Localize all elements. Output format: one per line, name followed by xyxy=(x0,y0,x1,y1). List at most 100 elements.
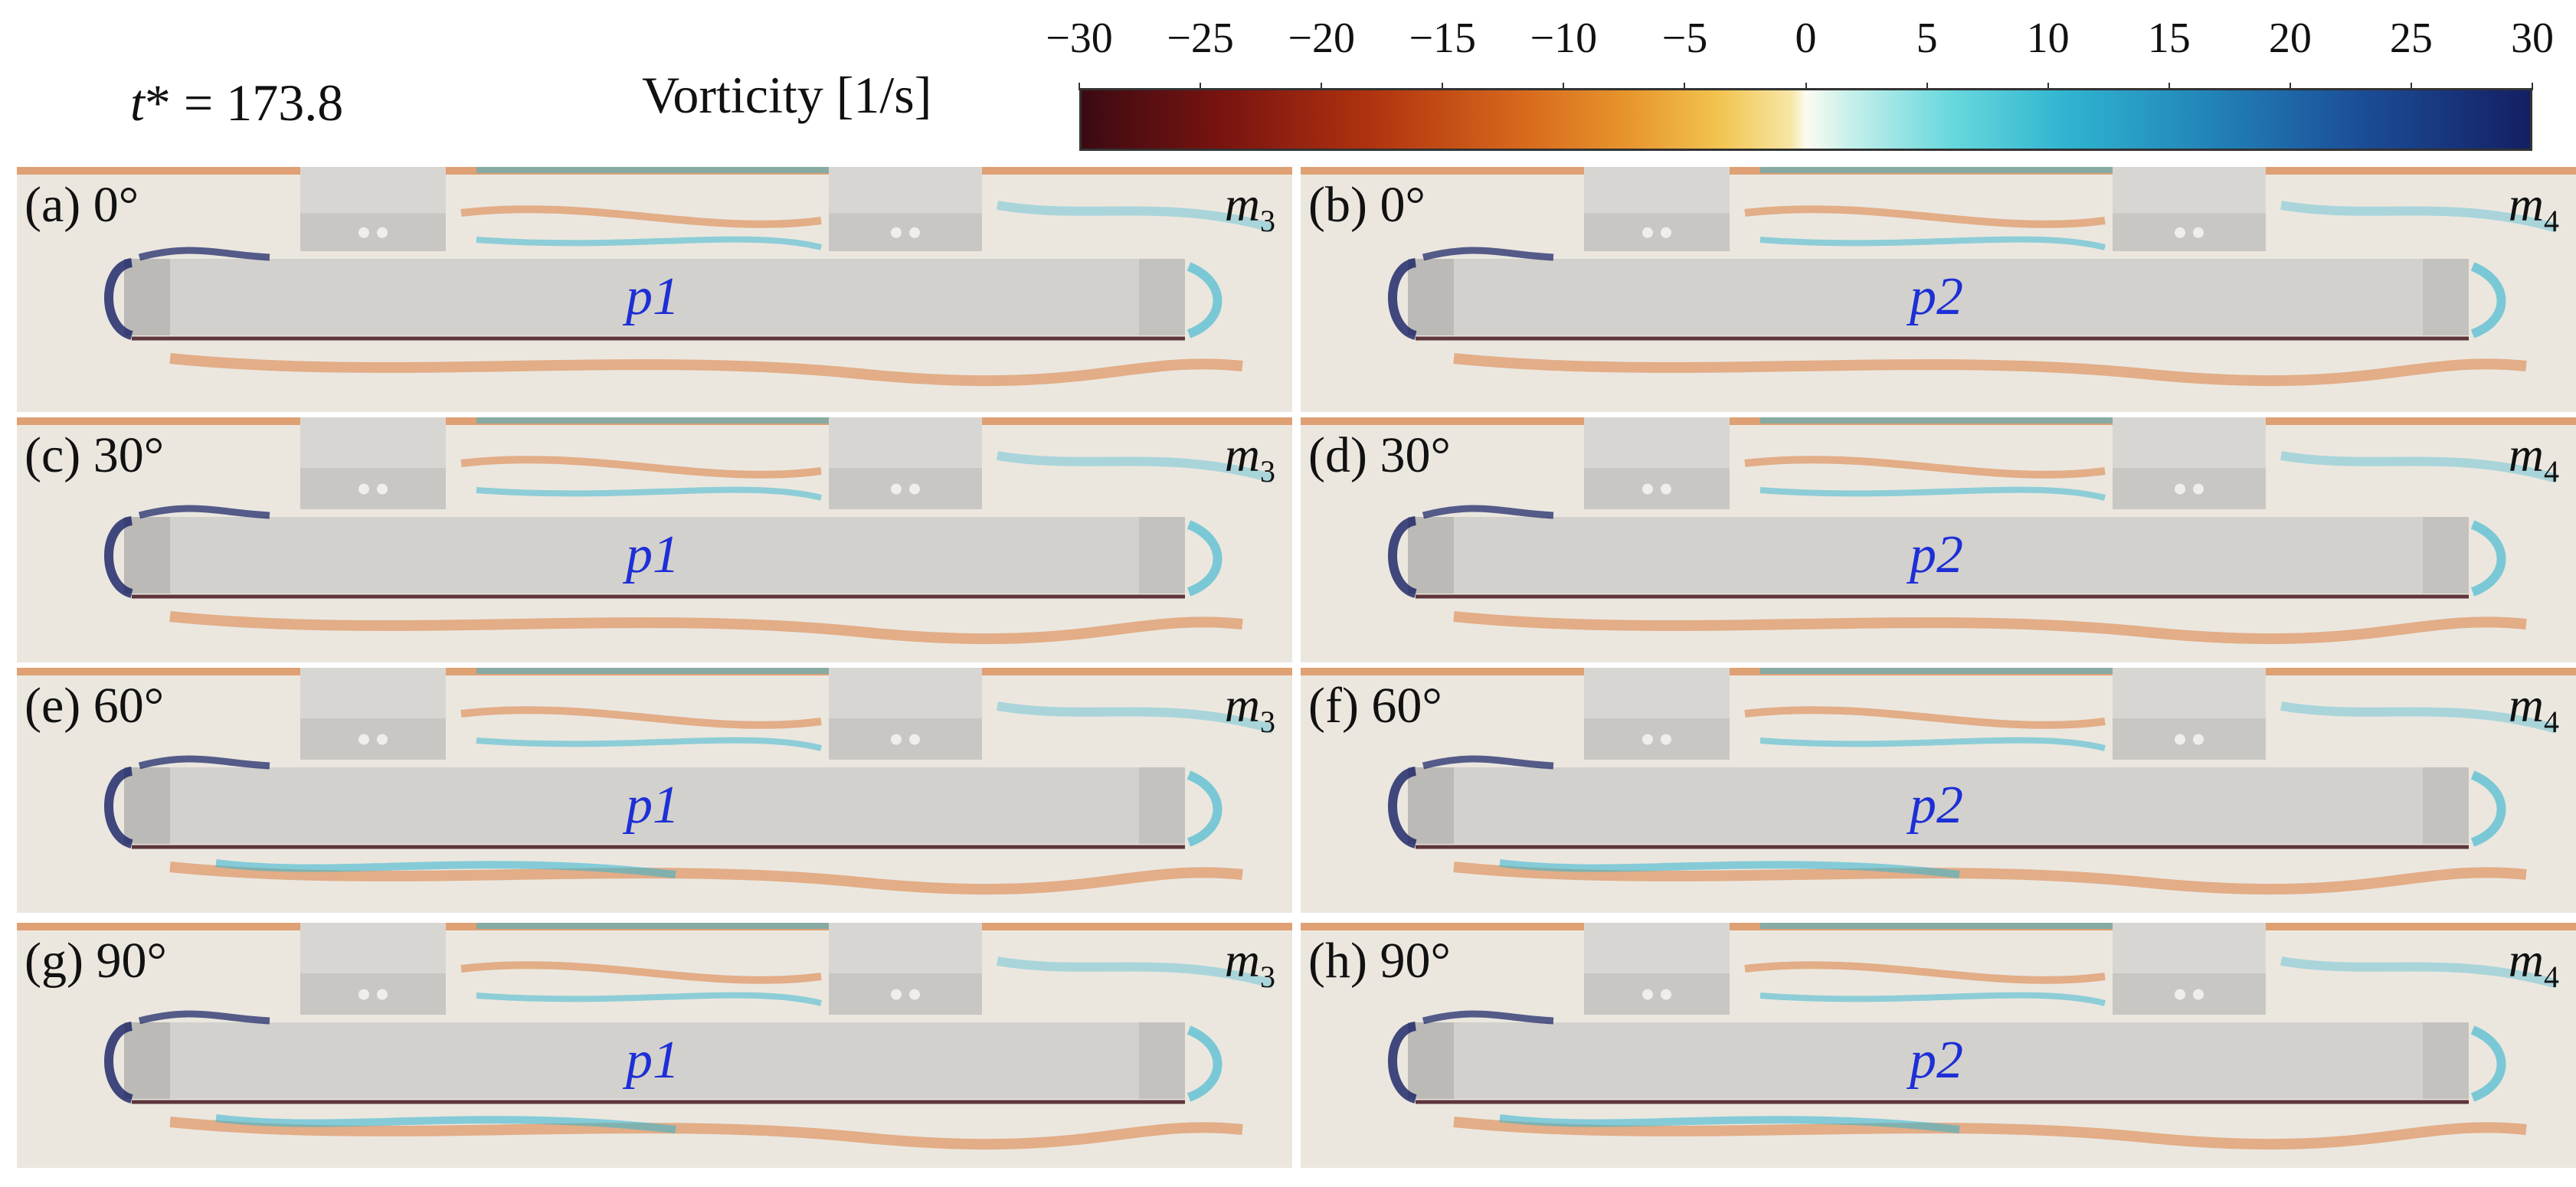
wake-streak xyxy=(169,1117,1243,1150)
leading-edge-vortex xyxy=(1388,1022,1418,1104)
pontoon-end xyxy=(124,1022,170,1099)
colorbar-tick-label: 0 xyxy=(1795,15,1817,62)
vorticity-colorbar xyxy=(1079,88,2532,151)
wake-streak xyxy=(1453,862,2527,895)
deck-port xyxy=(358,483,369,495)
colorbar-tick-label: 30 xyxy=(2511,15,2554,62)
pontoon-end xyxy=(1139,517,1185,594)
colorbar-tick-mark xyxy=(2532,83,2533,90)
panel-label: (b) 0° xyxy=(1308,177,1425,233)
panel-label: (h) 90° xyxy=(1308,933,1451,989)
deck-block-shade xyxy=(829,973,982,1015)
deck-port xyxy=(2193,989,2204,1000)
vortex-streak xyxy=(2280,201,2558,233)
pontoon-end xyxy=(1408,1022,1454,1099)
colorbar-tick-label: −20 xyxy=(1288,15,1355,62)
vortex-streak xyxy=(2280,451,2558,483)
wake-streak xyxy=(169,353,1243,387)
trailing-edge-vortex xyxy=(2470,262,2506,338)
pontoon-body xyxy=(124,767,1185,844)
trailing-edge-vortex xyxy=(1187,770,1223,847)
pontoon-body xyxy=(1408,259,2469,335)
model-label: m3 xyxy=(1224,427,1275,489)
flow-field xyxy=(17,923,1292,1168)
leading-edge-vortex xyxy=(104,767,134,849)
deck-port xyxy=(377,734,388,745)
top-shear-band xyxy=(476,668,844,674)
leading-edge-vortex xyxy=(138,505,270,519)
pontoon-end xyxy=(2423,517,2469,594)
deck-block-shade xyxy=(2113,468,2266,509)
flow-field xyxy=(17,417,1292,662)
deck-port xyxy=(2175,483,2185,495)
colorbar-tick-label: 20 xyxy=(2268,15,2312,62)
colorbar-tick-mark xyxy=(1805,83,1807,90)
deck-block-shade xyxy=(2113,213,2266,251)
deck-port xyxy=(1642,483,1653,495)
trailing-edge-vortex xyxy=(2470,520,2506,597)
leading-edge-vortex xyxy=(138,247,270,261)
top-shear-band xyxy=(476,167,844,173)
panel-g: (g) 90° m3 p1 xyxy=(17,923,1292,1168)
pontoon-end xyxy=(2423,1022,2469,1099)
vortex-streak xyxy=(460,961,822,984)
vortex-streak xyxy=(460,456,822,479)
pontoon-end xyxy=(124,259,170,335)
wake-streak xyxy=(215,1114,676,1133)
colorbar-tick-mark xyxy=(2289,83,2291,90)
flow-field xyxy=(1301,668,2576,913)
pontoon-end xyxy=(124,517,170,594)
pontoon-end xyxy=(1139,1022,1185,1099)
deck-port xyxy=(377,227,388,238)
top-shear-band xyxy=(1760,167,2128,173)
time-label: t* = 173.8 xyxy=(130,74,344,132)
pontoon-end xyxy=(124,767,170,844)
leading-edge-vortex xyxy=(104,258,134,340)
colorbar-tick-mark xyxy=(1321,83,1323,90)
colorbar-tick-label: 10 xyxy=(2026,15,2070,62)
deck-port xyxy=(2193,734,2204,745)
pontoon-body xyxy=(1408,767,2469,844)
top-shear-band xyxy=(476,923,844,929)
flow-field xyxy=(17,668,1292,913)
colorbar-tick-mark xyxy=(2410,83,2412,90)
deck-port xyxy=(1661,227,1671,238)
vortex-streak xyxy=(997,701,1275,734)
panel-e: (e) 60° m3 p1 xyxy=(17,668,1292,913)
vortex-streak xyxy=(1744,706,2106,729)
model-label: m4 xyxy=(2508,427,2559,489)
deck-block-shade xyxy=(1584,213,1730,251)
deck-port xyxy=(909,483,920,495)
top-shear-band xyxy=(1760,668,2128,674)
deck-block-shade xyxy=(1584,973,1730,1015)
panel-d: (d) 30° m4 p2 xyxy=(1301,417,2576,662)
deck-port xyxy=(1661,483,1671,495)
panel-f: (f) 60° m4 p2 xyxy=(1301,668,2576,913)
deck-port xyxy=(2175,734,2185,745)
wake-streak xyxy=(215,859,676,878)
vortex-streak xyxy=(1759,737,2106,751)
colorbar-tick-label: 15 xyxy=(2147,15,2191,62)
pontoon-body xyxy=(1408,1022,2469,1099)
vortex-streak xyxy=(1744,961,2106,984)
leading-edge-vortex xyxy=(1388,258,1418,340)
body-label: p2 xyxy=(1910,1031,1963,1090)
flow-field xyxy=(1301,417,2576,662)
leading-edge-vortex xyxy=(1422,505,1554,519)
pontoon-end xyxy=(1139,767,1185,844)
model-label: m4 xyxy=(2508,678,2559,739)
panel-label: (c) 30° xyxy=(25,427,165,483)
wake-streak xyxy=(1453,353,2527,387)
deck-block-shade xyxy=(829,718,982,760)
panel-label: (d) 30° xyxy=(1308,427,1451,483)
colorbar-tick-label: −30 xyxy=(1046,15,1113,62)
deck-block-shade xyxy=(1584,468,1730,509)
top-shear-band xyxy=(1760,417,2128,423)
pontoon-end xyxy=(1408,767,1454,844)
colorbar-tick-mark xyxy=(2168,83,2170,90)
deck-port xyxy=(2175,227,2185,238)
trailing-edge-vortex xyxy=(2470,1025,2506,1102)
deck-port xyxy=(909,227,920,238)
panel-label: (g) 90° xyxy=(25,933,167,989)
deck-port xyxy=(891,483,902,495)
